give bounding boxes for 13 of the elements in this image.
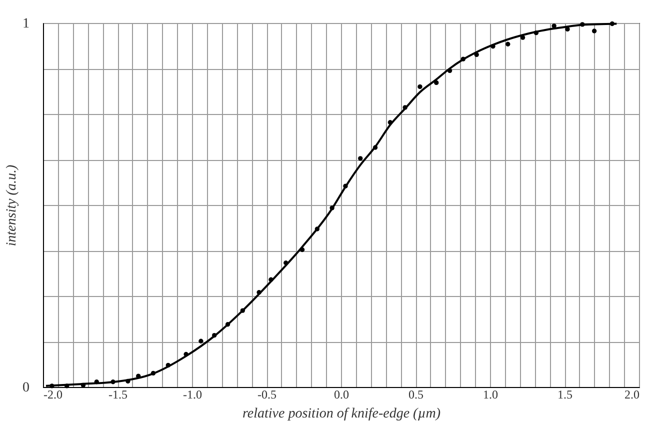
y-tick-label: 1 (22, 16, 30, 32)
x-axis-title: relative position of knife-edge (µm) (242, 406, 441, 422)
x-tick-label: 0.5 (408, 388, 424, 402)
x-tick-label: -0.5 (258, 388, 276, 402)
y-axis-title: intensity (a.u.) (4, 164, 20, 246)
x-tick-label: 1.5 (558, 388, 572, 402)
x-tick-label: -1.0 (183, 388, 202, 402)
x-tick-label: 2.0 (624, 388, 640, 402)
x-tick-label: -2.0 (44, 388, 62, 402)
x-tick-label: 1.0 (483, 388, 498, 402)
y-tick-label: 0 (22, 380, 30, 396)
x-tick-label: -1.5 (108, 388, 128, 402)
x-tick-label: 0.0 (334, 388, 349, 402)
